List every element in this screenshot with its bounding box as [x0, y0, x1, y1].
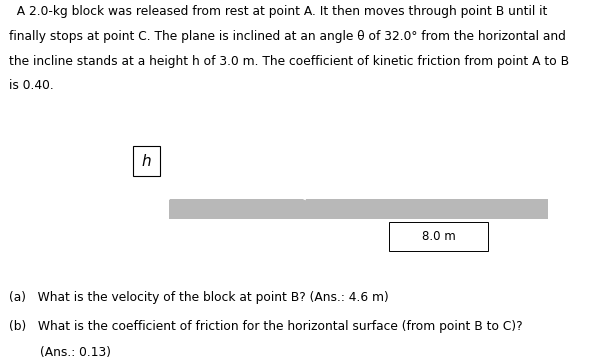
- Text: $h$: $h$: [141, 153, 152, 169]
- Text: (Ans.: 0.13): (Ans.: 0.13): [9, 346, 111, 359]
- Text: is 0.40.: is 0.40.: [9, 79, 54, 92]
- Text: A 2.0-kg block was released from rest at point A. It then moves through point B : A 2.0-kg block was released from rest at…: [9, 5, 548, 18]
- Text: 8.0 m: 8.0 m: [422, 230, 455, 243]
- Text: finally stops at point C. The plane is inclined at an angle θ of 32.0° from the : finally stops at point C. The plane is i…: [9, 30, 566, 43]
- Text: the incline stands at a height h of 3.0 m. The coefficient of kinetic friction f: the incline stands at a height h of 3.0 …: [9, 55, 569, 68]
- Text: (a)   What is the velocity of the block at point B? (Ans.: 4.6 m): (a) What is the velocity of the block at…: [9, 291, 389, 304]
- Bar: [389, 222, 488, 251]
- Bar: [169, 199, 548, 219]
- Text: (b)   What is the coefficient of friction for the horizontal surface (from point: (b) What is the coefficient of friction …: [9, 320, 523, 333]
- Bar: [133, 146, 160, 176]
